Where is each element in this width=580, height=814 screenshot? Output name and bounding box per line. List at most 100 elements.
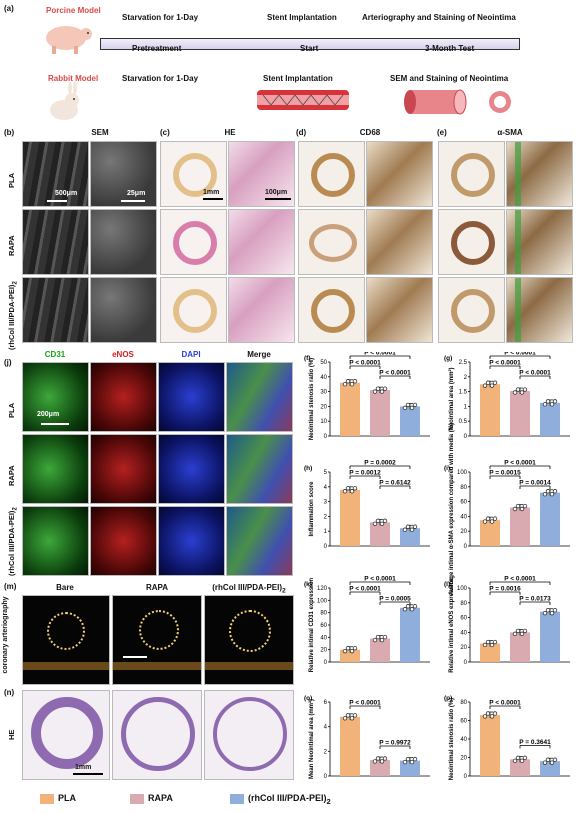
chart-sig-label: P = 0.0015 bbox=[489, 470, 521, 477]
rabbit-model-label: Rabbit Model bbox=[48, 74, 99, 83]
top-step-stent: Stent Implantation bbox=[267, 13, 337, 22]
chart-data-point bbox=[352, 645, 358, 651]
row-label-pla-2: PLA bbox=[7, 403, 16, 418]
chart-sig-label: P = 0.0002 bbox=[364, 460, 396, 467]
scale-bar bbox=[73, 773, 103, 775]
chart-data-point bbox=[382, 634, 388, 640]
chart-bar bbox=[510, 391, 530, 436]
panel-d-label: (d) bbox=[296, 128, 307, 137]
he-rapa-low bbox=[160, 209, 227, 275]
chart-bar bbox=[480, 714, 500, 776]
chart-data-point bbox=[549, 491, 555, 497]
bottom-step-starvation: Starvation for 1-Day bbox=[122, 74, 199, 83]
chart-sig-label: P < 0.0001 bbox=[519, 370, 551, 377]
chart-data-point bbox=[512, 390, 518, 395]
chart-bar bbox=[510, 759, 530, 776]
chart-ylabel: Neointimal stenosis ratio (%) bbox=[309, 358, 315, 440]
chart-ylabel: Neointimal stenosis ratio (%) bbox=[449, 698, 455, 780]
chart-tick-label: 0 bbox=[464, 544, 468, 550]
chart-data-point bbox=[489, 519, 495, 524]
chart-sig-label: P = 0.0005 bbox=[379, 596, 411, 603]
panel-b-label: (b) bbox=[4, 128, 15, 137]
chart-tick-label: 2.5 bbox=[459, 360, 468, 366]
chart-sig-label: P = 0.3641 bbox=[519, 739, 551, 746]
chart-bar bbox=[540, 492, 560, 546]
chart-data-point bbox=[379, 389, 385, 394]
row-label-rhcol-2: (rhCol III/PDA-PEI)2 bbox=[7, 507, 19, 576]
chart-data-point bbox=[485, 380, 491, 385]
chart-sig-label: P = 0.6142 bbox=[379, 480, 411, 487]
chart-tick-label: 120 bbox=[317, 586, 328, 592]
chart-bar bbox=[400, 760, 420, 776]
row-label-rhcol-1: (rhCol III/PDA-PEI)2 bbox=[7, 281, 19, 350]
chart-data-point bbox=[412, 756, 418, 762]
chart-data-point bbox=[382, 386, 388, 391]
chart-bar bbox=[540, 761, 560, 776]
chart-tick-label: 40 bbox=[460, 514, 467, 520]
stent-vessel-illustration bbox=[257, 90, 349, 110]
chart-panel-label: (g) bbox=[444, 355, 452, 362]
chart-bar bbox=[510, 632, 530, 662]
chart-data-point bbox=[402, 527, 408, 532]
chart-data-point bbox=[382, 756, 388, 761]
chart-bar bbox=[540, 611, 560, 662]
chart-sig-label: P = 0.0014 bbox=[519, 480, 551, 487]
chart-tick-label: 1.5 bbox=[459, 390, 468, 396]
if-title-enos: eNOS bbox=[112, 350, 134, 359]
chart-tick-label: 100 bbox=[317, 598, 328, 604]
oct-side-label: coronary arteriography bbox=[2, 596, 9, 674]
n-scale-1mm: 1mm bbox=[75, 764, 92, 771]
chart-data-point bbox=[402, 759, 408, 765]
timeline-pretreatment: Pretreatment bbox=[132, 44, 182, 53]
chart-tick-label: 10 bbox=[320, 419, 327, 425]
chart-data-point bbox=[349, 382, 355, 387]
chart-tick-label: 0 bbox=[464, 660, 468, 666]
sem-title: SEM bbox=[91, 128, 109, 137]
chart-sig-label: P < 0.0001 bbox=[379, 370, 411, 377]
chart-data-point bbox=[345, 713, 351, 718]
chart-ylabel: Relative intimal eNOS expression bbox=[449, 577, 455, 673]
chart-data-point bbox=[549, 610, 555, 616]
chart-tick-label: 100 bbox=[457, 586, 468, 592]
chart-sig-label: P = 0.0012 bbox=[349, 470, 381, 477]
chart-tick-label: 60 bbox=[460, 616, 467, 622]
chart-panel-label: (l) bbox=[444, 581, 450, 588]
chart-data-point bbox=[545, 608, 551, 613]
chart-data-point bbox=[492, 380, 498, 385]
chart-data-point bbox=[552, 399, 558, 404]
scale-bar bbox=[41, 423, 69, 425]
chart-data-point bbox=[405, 604, 411, 609]
chart-tick-label: 2 bbox=[324, 749, 328, 755]
chart-data-point bbox=[349, 716, 355, 721]
legend-swatch-rhcol bbox=[230, 794, 244, 804]
row-label-rapa-1: RAPA bbox=[7, 235, 16, 256]
chart-data-point bbox=[482, 519, 488, 524]
if-title-cd31: CD31 bbox=[44, 350, 66, 359]
chart-data-point bbox=[412, 604, 418, 609]
chart-tick-label: 2 bbox=[464, 375, 468, 381]
he-pla-low: 1mm bbox=[160, 141, 227, 207]
chart-data-point bbox=[402, 607, 408, 612]
chart-panel-label: (p) bbox=[444, 695, 452, 702]
chart-data-point bbox=[402, 405, 408, 411]
chart-bar bbox=[480, 384, 500, 436]
chart-bar bbox=[400, 607, 420, 662]
sma-pla-high bbox=[506, 141, 573, 207]
chart-data-point bbox=[549, 402, 555, 407]
chart-data-point bbox=[512, 506, 518, 512]
sem-rapa-high bbox=[90, 209, 157, 275]
chart-data-point bbox=[515, 387, 521, 392]
chart-bar bbox=[400, 528, 420, 546]
if-dapi-pla bbox=[158, 362, 225, 432]
chart-data-point bbox=[512, 631, 518, 637]
chart-data-point bbox=[375, 518, 381, 524]
if-dapi-rapa bbox=[158, 434, 225, 504]
chart-data-point bbox=[522, 755, 528, 761]
chart-bar bbox=[370, 638, 390, 662]
legend-label-rapa: RAPA bbox=[148, 793, 173, 803]
timeline-bar bbox=[100, 38, 520, 50]
chart-data-point bbox=[352, 379, 358, 384]
chart-bar bbox=[400, 406, 420, 436]
chart-tick-label: 3 bbox=[324, 500, 328, 506]
if-enos-pla bbox=[90, 362, 157, 432]
